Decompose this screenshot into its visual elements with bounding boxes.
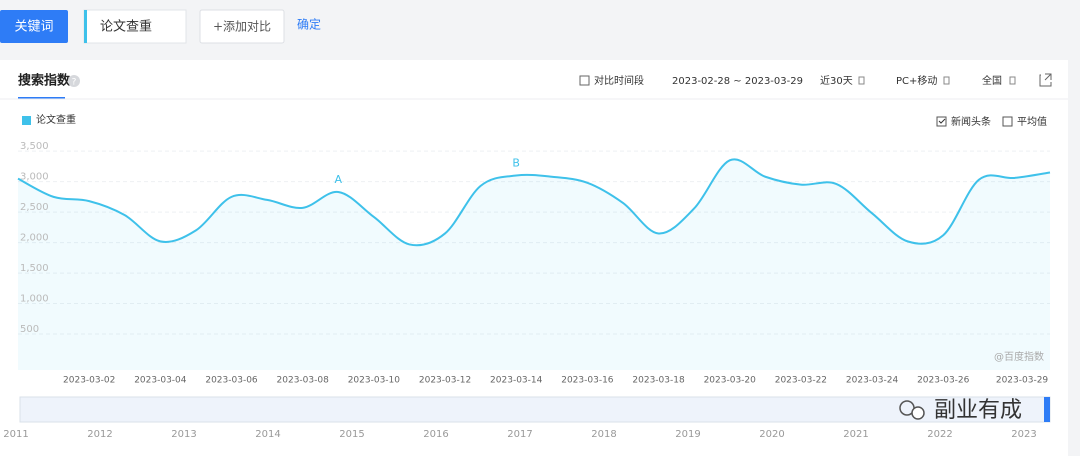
year-label: 2019	[675, 429, 700, 440]
year-label: 2016	[423, 429, 448, 440]
y-tick-label: 2,500	[20, 202, 49, 213]
dropdown-icon	[858, 76, 865, 85]
news-check	[938, 118, 946, 124]
x-tick-label: 2023-03-29	[996, 376, 1049, 386]
line	[17, 158, 1051, 247]
watermark: 副业有成	[934, 398, 1022, 423]
x-tick-label: 2023-03-06	[205, 376, 258, 386]
help-icon-mark: ?	[72, 78, 77, 88]
news-checkbox[interactable]	[936, 116, 947, 127]
keyword-text: 论文查重	[100, 19, 152, 35]
keyword-button-text: 关键词	[14, 20, 53, 35]
y-tick-label: 3,000	[20, 172, 49, 183]
x-tick-label: 2023-03-14	[490, 376, 543, 386]
x-tick-label: 2023-03-20	[704, 376, 757, 386]
keyword-color	[84, 10, 87, 43]
annotation: B	[512, 157, 520, 170]
region[interactable]: 全国	[982, 74, 1002, 87]
x-tick-label: 2023-03-12	[419, 376, 471, 386]
dropdown-icon	[943, 76, 950, 85]
confirm-link[interactable]: 确定	[297, 17, 321, 32]
export-icon[interactable]	[1039, 73, 1052, 87]
year-label: 2020	[759, 429, 784, 440]
y-tick-label: 2,000	[20, 233, 49, 244]
year-label: 2015	[339, 429, 364, 440]
x-tick-label: 2023-03-22	[775, 376, 827, 386]
average-label: 平均值	[1017, 115, 1047, 128]
date-range[interactable]: 2023-02-28 ~ 2023-03-29	[672, 76, 803, 87]
area	[18, 159, 1050, 370]
annotation: A	[335, 173, 343, 186]
timeline-handle[interactable]	[1044, 397, 1050, 422]
device[interactable]: PC+移动	[896, 74, 937, 87]
x-tick-label: 2023-03-10	[348, 376, 401, 386]
year-label: 2021	[843, 429, 868, 440]
x-tick-label: 2023-03-04	[134, 376, 187, 386]
year-label: 2023	[1011, 429, 1036, 440]
y-tick-label: 1,500	[20, 263, 49, 274]
wechat-icon	[911, 406, 925, 420]
year-label: 2018	[591, 429, 616, 440]
x-tick-label: 2023-03-02	[63, 376, 115, 386]
legend-label[interactable]: 论文查重	[36, 113, 76, 126]
year-label: 2022	[927, 429, 952, 440]
source: @百度指数	[994, 350, 1044, 363]
year-label: 2013	[171, 429, 196, 440]
help-icon[interactable]	[68, 75, 80, 87]
period[interactable]: 近30天	[820, 74, 853, 87]
compare-label: 对比时间段	[594, 74, 644, 87]
year-label: 2017	[507, 429, 532, 440]
legend-swatch	[22, 116, 31, 125]
year-label: 2012	[87, 429, 112, 440]
news-label: 新闻头条	[951, 115, 991, 128]
tab[interactable]: 搜索指数	[18, 73, 71, 89]
compare-checkbox[interactable]	[579, 75, 590, 86]
add-compare-text: +添加对比	[213, 20, 271, 34]
y-tick-label: 1,000	[20, 294, 49, 305]
x-tick-label: 2023-03-08	[277, 376, 330, 386]
year-label: 2014	[255, 429, 280, 440]
panel	[0, 60, 1068, 456]
average-checkbox[interactable]	[1002, 116, 1013, 127]
year-label: 2011	[3, 429, 28, 440]
dropdown-icon	[1009, 76, 1016, 85]
x-tick-label: 2023-03-24	[846, 376, 899, 386]
timeline-slider[interactable]	[19, 396, 1051, 423]
y-tick-label: 500	[20, 324, 39, 335]
x-tick-label: 2023-03-26	[917, 376, 970, 386]
y-tick-label: 3,500	[20, 141, 49, 152]
add-compare-button[interactable]	[199, 9, 285, 44]
x-tick-label: 2023-03-16	[561, 376, 614, 386]
x-tick-label: 2023-03-18	[632, 376, 685, 386]
tab-underline	[18, 97, 65, 99]
keyword-input[interactable]	[83, 9, 187, 44]
keyword-button[interactable]	[0, 10, 68, 43]
